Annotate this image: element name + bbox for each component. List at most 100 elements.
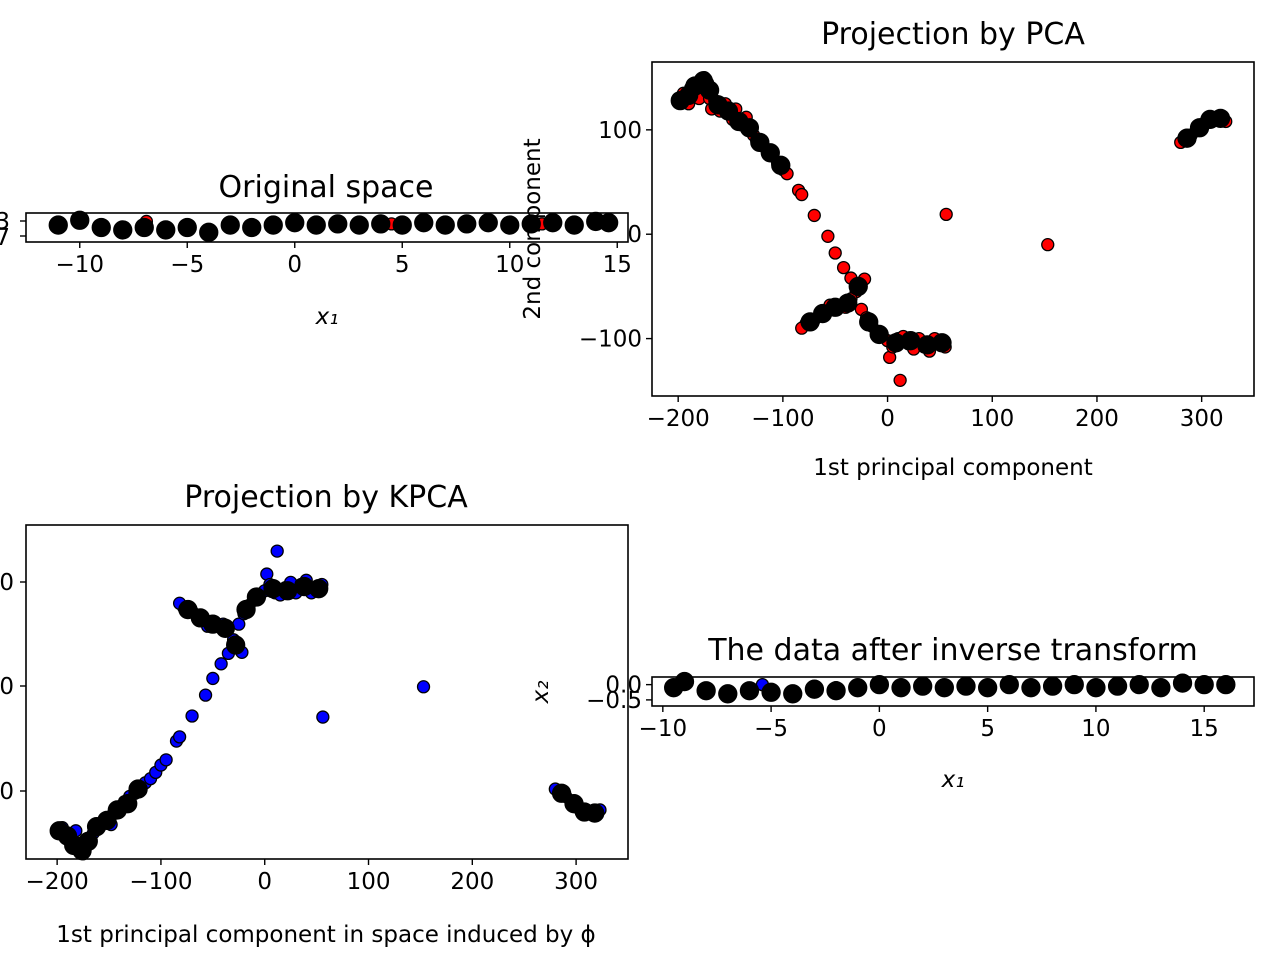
x-tick-label: 0 [257,869,272,895]
scatter-point [1107,676,1128,696]
scatter-point [246,587,267,607]
scatter-point [113,220,133,240]
scatter-point [270,544,284,558]
scatter-point [795,187,809,202]
x-tick-label: 0 [872,716,887,742]
scatter-point [739,118,760,138]
y-axis-ticks: 0 0 0 [0,570,26,805]
x-tick-label: 15 [603,252,632,278]
panel-original-space: Original space −10 −5 0 5 10 15 3 7 x₁ [0,170,632,330]
x-axis-ticks: −10 −5 0 5 10 15 [55,242,632,278]
scatter-point [891,678,911,698]
scatter-point [551,783,572,803]
scatter-points [48,210,619,242]
x-axis-label: 1st principal component [813,455,1093,481]
scatter-point [913,676,933,696]
scatter-point [739,681,760,701]
scatter-point [172,730,187,744]
x-tick-label: 100 [347,869,391,895]
y-tick-label: 0 [0,779,14,805]
panel-kpca: Projection by KPCA −200 −100 0 100 200 300 0 … [0,480,629,948]
scatter-point [599,213,619,233]
x-tick-label: 100 [970,406,1014,432]
x-tick-label: −200 [26,869,89,895]
x-tick-label: −200 [647,406,710,432]
scatter-point [78,831,98,851]
x-tick-label: −5 [754,716,788,742]
scatter-point [242,217,262,238]
scatter-point [718,684,738,704]
scatter-point [807,208,821,223]
x-axis-label: 1st principal component in space induced… [56,922,595,948]
scatter-point [848,678,868,698]
x-tick-label: 200 [450,869,494,895]
y-axis-ticks: −100 0 100 [579,118,652,353]
scatter-point [1216,674,1236,695]
scatter-point [1177,128,1197,148]
scatter-point [316,710,330,724]
scatter-point [521,214,541,234]
x-tick-label: 200 [1075,406,1119,432]
scatter-point [1194,674,1214,695]
scatter-point [674,671,695,692]
scatter-point [999,674,1019,695]
x-tick-label: 5 [395,252,410,278]
scatter-point [457,214,477,234]
scatter-point [178,599,198,620]
scatter-point [836,260,851,275]
y-tick-label: 0 [0,570,14,596]
scatter-point [198,688,213,702]
y-tick-label: 0.0 [605,673,642,699]
scatter-point [760,143,780,163]
y-tick-label: 3 [0,209,10,235]
y-tick-label: −100 [579,327,642,353]
x-axis-label: x₁ [315,304,339,330]
scatter-points [49,544,607,861]
scatter-point [1042,676,1063,696]
x-tick-label: −100 [751,406,814,432]
scatter-point [500,215,520,235]
scatter-point [349,215,369,235]
panel-inverse-transform: The data after inverse transform −10 −5 0 5… [528,633,1255,793]
scatter-point [159,753,173,767]
scatter-point [869,674,890,695]
x-axis-ticks: −200 −100 0 100 200 300 [647,396,1224,432]
scatter-points [664,671,1236,704]
scatter-point [893,373,907,387]
chart-title: Projection by PCA [821,17,1085,52]
chart-title: The data after inverse transform [707,633,1198,668]
scatter-point [371,214,391,234]
y-tick-label: −0.5 [586,688,642,714]
chart-title: Original space [219,170,434,205]
x-tick-label: 300 [1180,406,1224,432]
y-axis-label: 2nd component [520,138,546,319]
scatter-point [263,215,283,235]
y-axis-ticks: 3 7 [0,209,26,251]
x-tick-label: 15 [1190,716,1219,742]
scatter-point [91,217,111,238]
scatter-point [416,680,431,694]
scatter-point [977,678,998,698]
scatter-point [1041,238,1055,252]
scatter-point [134,217,154,238]
scatter-point [128,779,148,799]
x-tick-label: −10 [639,716,688,742]
scatter-point [800,312,820,332]
scatter-point [1086,678,1106,698]
scatter-point [199,222,219,242]
scatter-point [1129,674,1149,695]
x-axis-ticks: −200 −100 0 100 200 300 [26,859,598,895]
scatter-point [392,215,412,235]
scatter-point [285,213,305,233]
y-tick-label: 7 [0,225,10,251]
x-tick-label: −10 [55,252,104,278]
scatter-point [939,207,953,222]
scatter-point [1064,674,1084,695]
x-tick-label: −100 [129,869,192,895]
scatter-point [328,214,348,234]
y-tick-label: 0 [627,222,642,248]
scatter-point [185,709,199,723]
x-tick-label: −5 [170,252,204,278]
scatter-point [828,246,842,260]
chart-title: Projection by KPCA [184,480,468,515]
